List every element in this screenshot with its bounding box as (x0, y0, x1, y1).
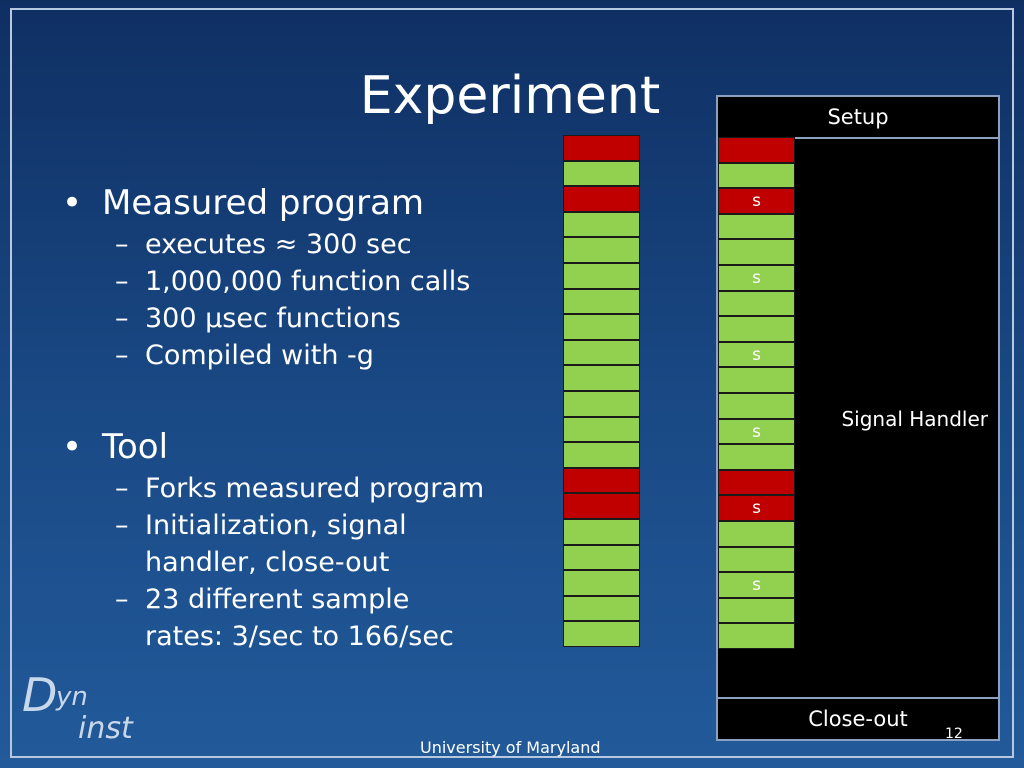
sub-bullet: Compiled with -g (60, 337, 520, 374)
function-call-cell (563, 160, 640, 187)
closeout-label: Close-out (718, 697, 998, 739)
execution-cell (718, 392, 795, 419)
execution-cell: s (718, 188, 795, 214)
setup-label: Setup (718, 97, 998, 139)
execution-cell (718, 623, 795, 649)
bullet-tool: Tool (60, 424, 520, 470)
function-call-cell (563, 135, 640, 161)
sub-bullet: Initialization, signal handler, close-ou… (60, 507, 520, 581)
sub-bullet: 1,000,000 function calls (60, 263, 520, 300)
function-call-cell (563, 339, 640, 366)
execution-cell (718, 137, 795, 163)
execution-cell (718, 290, 795, 317)
function-call-cell (563, 211, 640, 238)
function-call-cell (563, 262, 640, 289)
function-call-cell (563, 314, 640, 340)
execution-cell (718, 367, 795, 393)
execution-cell (718, 520, 795, 547)
program-function-column (563, 135, 640, 647)
execution-column: s s s s s s (718, 137, 795, 649)
execution-cell: s (718, 418, 795, 445)
function-call-cell (563, 288, 640, 315)
logo-d: D (22, 668, 58, 722)
bullet-list: Measured program executes ≈ 300 sec 1,00… (60, 180, 520, 655)
function-call-cell (563, 442, 640, 468)
function-call-cell (563, 390, 640, 417)
function-call-cell (563, 595, 640, 622)
execution-cell (718, 597, 795, 624)
bullet-measured-program: Measured program (60, 180, 520, 226)
execution-cell: s (718, 264, 795, 291)
execution-cell (718, 444, 795, 470)
function-call-cell (563, 237, 640, 263)
dyninst-logo: D yn inst (22, 670, 142, 750)
function-call-cell (563, 621, 640, 647)
execution-cell (718, 213, 795, 240)
slide-frame (10, 8, 1014, 758)
footer-institution: University of Maryland (420, 738, 601, 757)
execution-cell (718, 469, 795, 496)
execution-cell: s (718, 495, 795, 521)
tool-execution-box: Setup s s s s s s Signal Handler Close-out (716, 95, 1000, 741)
function-call-cell (563, 518, 640, 545)
execution-cell (718, 546, 795, 573)
execution-cell (718, 316, 795, 342)
signal-handler-label: Signal Handler (841, 407, 988, 431)
execution-cell: s (718, 341, 795, 368)
slide-title: Experiment (359, 66, 661, 126)
execution-cell (718, 239, 795, 265)
function-call-cell (563, 544, 640, 571)
page-number: 12 (945, 726, 963, 742)
function-call-cell (563, 493, 640, 519)
function-call-cell (563, 570, 640, 596)
logo-yn: yn (56, 682, 88, 712)
sub-bullet: Forks measured program (60, 470, 520, 507)
execution-cell: s (718, 572, 795, 598)
sub-bullet: 300 µsec functions (60, 300, 520, 337)
sub-bullet: executes ≈ 300 sec (60, 226, 520, 263)
sub-bullet: 23 different sample rates: 3/sec to 166/… (60, 581, 520, 655)
execution-cell (718, 162, 795, 189)
logo-inst: inst (78, 711, 133, 746)
function-call-cell (563, 416, 640, 443)
function-call-cell (563, 365, 640, 391)
function-call-cell (563, 467, 640, 494)
function-call-cell (563, 186, 640, 212)
